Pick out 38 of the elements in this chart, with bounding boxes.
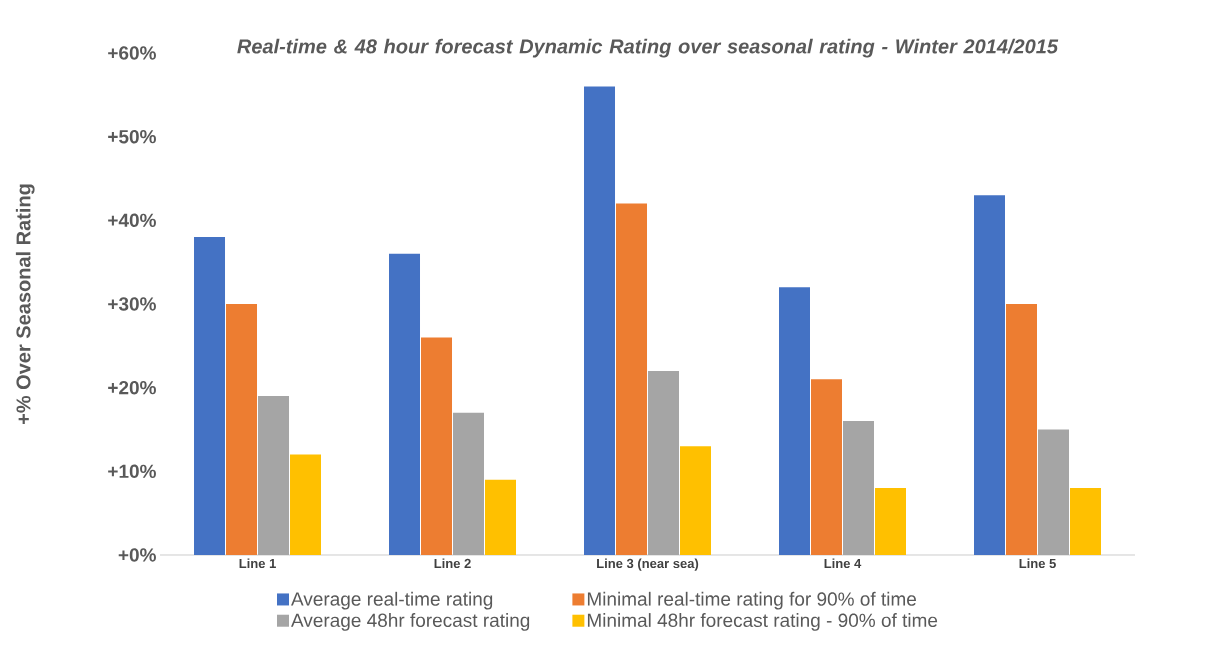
x-tick-label: Line 1 [239, 558, 276, 569]
y-tick-label: +60% [108, 46, 156, 60]
bar [194, 237, 226, 555]
bar [843, 421, 874, 555]
y-tick-label: +40% [108, 213, 156, 228]
y-tick-label: +50% [108, 129, 156, 144]
bar [811, 379, 842, 555]
bar [258, 396, 290, 555]
bar [875, 488, 906, 555]
bar [616, 203, 648, 555]
legend-label: Minimal 48hr forecast rating - 90% of time [587, 613, 938, 631]
bar [974, 195, 1005, 555]
chart-title: Real-time & 48 hour forecast Dynamic Rating over seasonal rating - Winter 2014/2015 [237, 38, 1059, 58]
bar [680, 446, 712, 555]
bar [421, 337, 452, 555]
bar [485, 479, 516, 555]
y-axis-title: +% Over Seasonal Rating [15, 184, 35, 425]
bar [1070, 488, 1101, 555]
x-tick-label: Line 2 [434, 558, 471, 569]
bar [648, 370, 679, 555]
x-tick-label: Line 3 (near sea) [597, 558, 699, 571]
y-tick-label: +0% [118, 548, 156, 562]
bar [779, 287, 810, 555]
y-tick-label: +20% [108, 380, 156, 395]
bar [290, 454, 322, 555]
bar [226, 303, 258, 555]
legend-label: Minimal real-time rating for 90% of time [587, 591, 916, 610]
bar [584, 86, 615, 555]
x-tick-label: Line 4 [824, 558, 862, 569]
legend-label: Average real-time rating [291, 591, 493, 610]
bar [389, 253, 421, 555]
bar [453, 412, 485, 555]
y-tick-label: +30% [108, 297, 156, 311]
x-tick-label: Line 5 [1019, 558, 1056, 569]
legend-label: Average 48hr forecast rating [291, 613, 530, 631]
bar [1038, 429, 1069, 555]
bar [1006, 303, 1037, 555]
y-tick-label: +10% [108, 464, 156, 479]
